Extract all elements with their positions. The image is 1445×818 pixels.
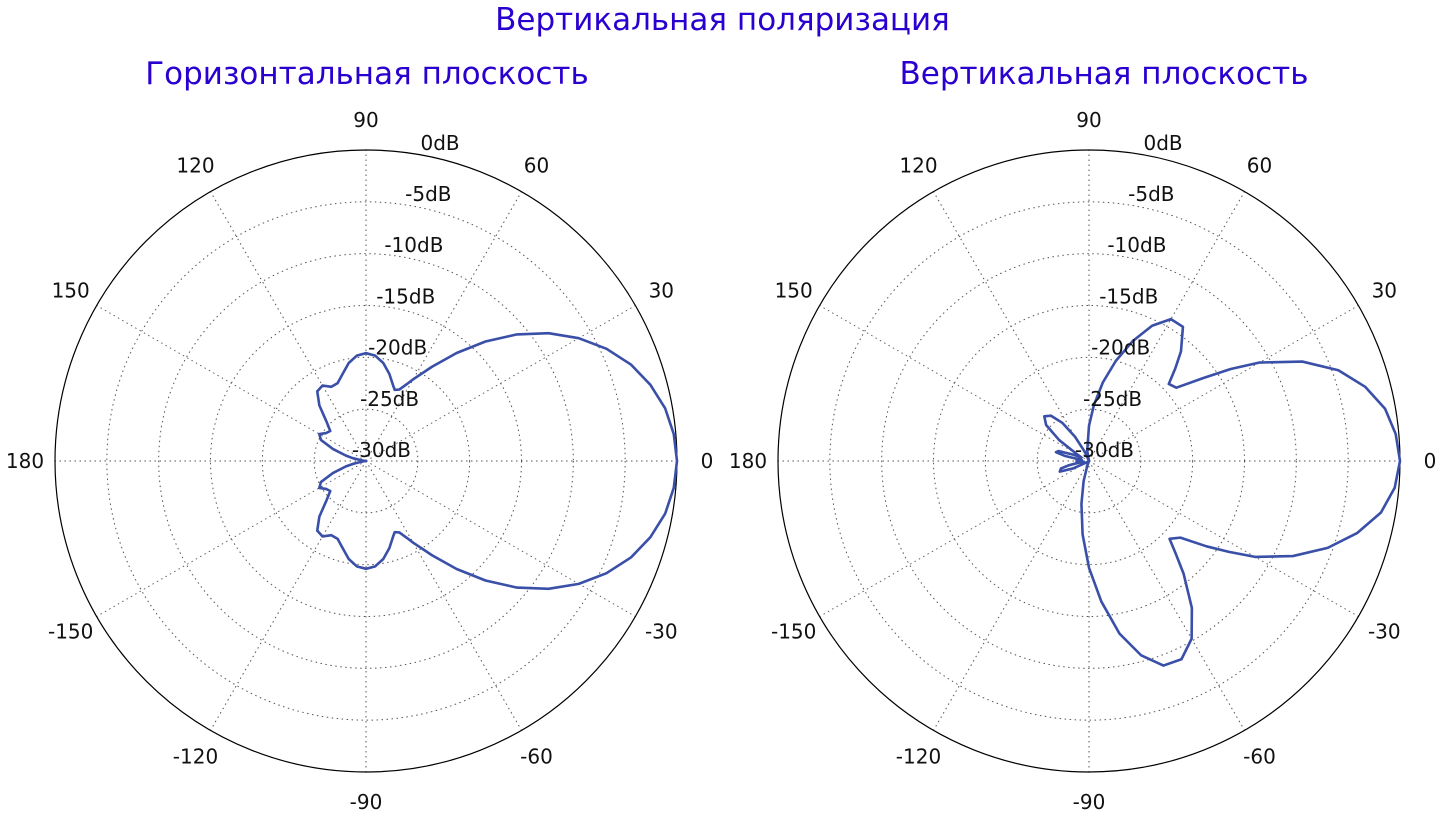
left-angle-tick-label: -150 [48,620,93,644]
right-angle-tick-label: -30 [1368,620,1401,644]
left-grid-spoke [210,460,367,731]
right-angle-tick-label: 150 [775,279,813,303]
right-angle-tick-label: 180 [729,449,767,473]
left-grid-spoke [96,460,367,617]
right-pattern-curve [1042,317,1402,667]
right-grid-spoke [933,191,1090,462]
left-angle-tick-label: -90 [350,790,383,814]
right-angle-tick-label: -90 [1073,790,1106,814]
left-grid-spoke [365,191,522,462]
right-angle-tick-label: 90 [1076,108,1101,132]
right-radial-tick-label: -20dB [1091,336,1150,360]
left-plot-title: Горизонтальная плоскость [145,56,589,92]
right-angle-tick-label: 30 [1372,279,1397,303]
right-plot-title: Вертикальная плоскость [899,56,1309,92]
right-angle-tick-label: -60 [1243,744,1276,768]
left-radial-tick-label: -10dB [384,233,443,257]
left-grid-spoke [365,460,636,617]
right-radial-tick-label: 0dB [1144,131,1183,155]
right-radial-tick-label: -30dB [1075,438,1134,462]
right-grid-circle [881,253,1297,669]
right-grid-spoke [1088,460,1245,731]
left-radial-tick-label: 0dB [421,131,460,155]
right-angle-tick-label: 60 [1247,154,1272,178]
left-angle-tick-label: 180 [6,449,44,473]
left-angle-tick-label: 90 [353,108,378,132]
left-radial-tick-label: -30dB [352,438,411,462]
right-grid-spoke [1088,460,1359,617]
left-angle-tick-label: -30 [645,620,678,644]
right-radial-tick-label: -25dB [1083,387,1142,411]
right-grid-spoke [933,460,1090,731]
left-grid-spoke [365,305,636,462]
left-grid-circle [261,356,471,566]
left-radial-tick-label: -20dB [368,336,427,360]
left-angle-tick-label: -120 [173,744,218,768]
right-radial-tick-label: -10dB [1107,233,1166,257]
right-grid-spoke [1088,191,1245,462]
right-grid-spoke [1088,305,1359,462]
left-angle-tick-label: 60 [524,154,549,178]
page-title: Вертикальная поляризация [495,2,950,38]
left-angle-tick-label: -60 [520,744,553,768]
right-radial-tick-label: -15dB [1099,284,1158,308]
right-grid-circle [984,356,1194,566]
left-grid-circle [158,253,574,669]
right-angle-tick-label: -120 [896,744,941,768]
right-grid-circle [1036,408,1142,514]
left-radial-tick-label: -25dB [360,387,419,411]
left-angle-tick-label: 0 [701,449,714,473]
left-grid-circle [106,201,626,721]
left-grid-spoke [96,305,367,462]
right-angle-tick-label: 0 [1424,449,1437,473]
left-grid-spoke [365,460,522,731]
right-angle-tick-label: -150 [771,620,816,644]
left-grid-spoke [210,191,367,462]
right-grid-circle [829,201,1349,721]
left-grid-circle [313,408,419,514]
right-grid-spoke [819,460,1090,617]
left-angle-tick-label: 150 [52,279,90,303]
left-angle-tick-label: 120 [176,154,214,178]
right-radial-tick-label: -5dB [1128,182,1174,206]
right-grid-spoke [819,305,1090,462]
left-radial-tick-label: -5dB [405,182,451,206]
right-angle-tick-label: 120 [899,154,937,178]
left-pattern-curve [315,331,679,591]
left-angle-tick-label: 30 [649,279,674,303]
left-radial-tick-label: -15dB [376,284,435,308]
